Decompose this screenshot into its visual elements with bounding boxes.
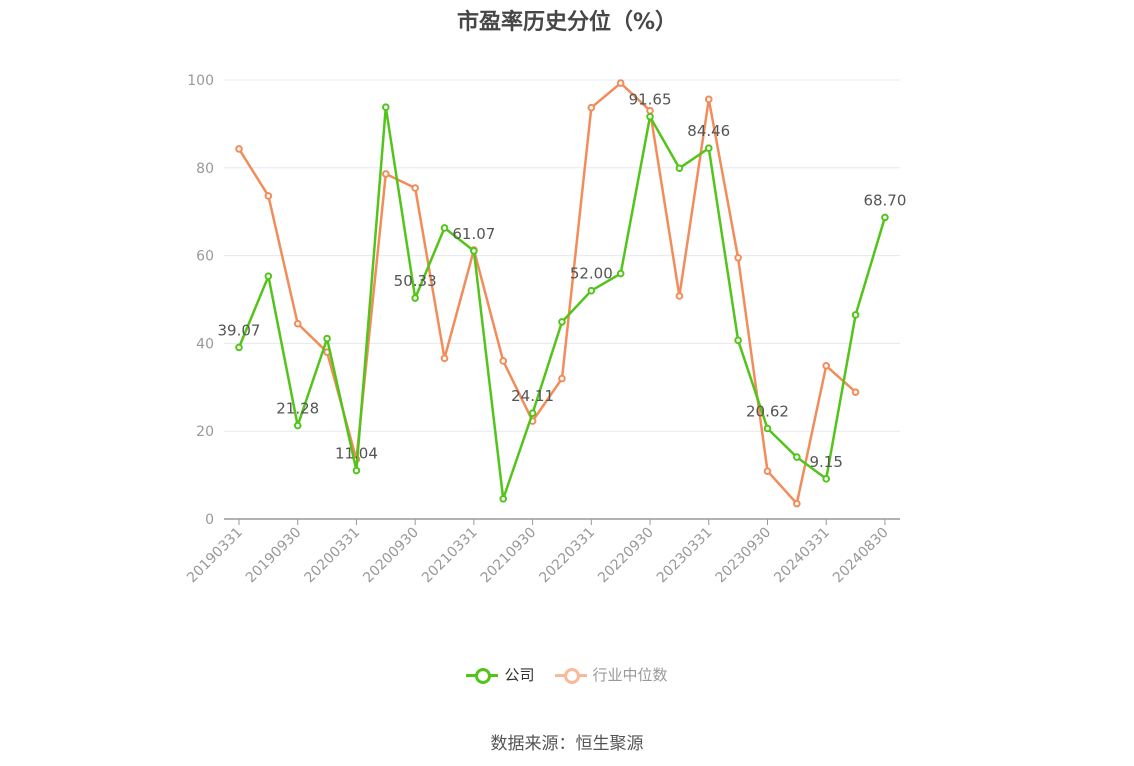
series-1-point-20231231: [793, 499, 801, 508]
series-1-point-20230630: [734, 253, 742, 262]
series-0-point-20201231: [440, 224, 449, 232]
series-1-point-20190930: [293, 319, 302, 328]
data-label-20190331: 39.07: [218, 321, 261, 339]
series-0-point-20220930: [646, 112, 654, 121]
data-label-20190930: 21.28: [276, 400, 319, 418]
x-tick-label-20240331: 20240331: [771, 525, 833, 587]
series-1-point-20230331: [704, 95, 713, 104]
series-1-point-20190331: [235, 145, 243, 153]
series-0-point-20240331: [822, 475, 831, 483]
series-1-point-20240630: [851, 388, 860, 396]
x-tick-label-20220930: 20220930: [595, 525, 657, 587]
x-tick-label-20200930: 20200930: [360, 525, 422, 587]
data-label-20230331: 84.46: [687, 122, 730, 140]
data-label-20220331: 52.00: [570, 265, 613, 283]
x-tick-label-20210930: 20210930: [478, 525, 540, 587]
data-label-20200930: 50.33: [394, 272, 437, 290]
data-source: 数据来源：恒生聚源: [490, 734, 644, 754]
series-0-point-20231231: [793, 453, 801, 461]
legend-label-industry-median: 行业中位数: [592, 666, 668, 684]
series-0-point-20210630: [499, 495, 508, 503]
y-tick-label-80: 80: [196, 161, 214, 177]
series-0-point-20230630: [734, 336, 742, 345]
legend-swatch-company: [466, 667, 499, 684]
series-0-point-20230930: [763, 424, 772, 433]
series-0-point-20200930: [411, 294, 419, 302]
data-label-layer: 39.07 21.28 11.04 50.33 61.07 24.11 52.00 91.65…: [218, 91, 907, 471]
data-label-20210930: 24.11: [511, 387, 554, 405]
series-0-point-20190930: [293, 421, 302, 430]
series-line-1: [237, 81, 857, 505]
x-tick-label-20190930: 20190930: [243, 525, 305, 587]
series-line-0: [237, 105, 887, 501]
x-tick-label-20230930: 20230930: [713, 525, 775, 587]
x-tick-label-20190331: 20190331: [184, 525, 246, 587]
x-tick-label-20240830: 20240830: [830, 525, 892, 587]
x-tick-label-20230331: 20230331: [654, 525, 716, 587]
series-0-point-20240830: [881, 213, 889, 222]
series-0-point-20210930: [528, 409, 537, 417]
series-0-point-20211231: [558, 318, 566, 326]
x-tick-label-20220331: 20220331: [536, 525, 598, 587]
series-1-point-20230930: [763, 467, 772, 475]
data-label-20240331: 9.15: [809, 453, 842, 471]
series-1-point-20190630: [264, 192, 273, 200]
series-0-point-20200331: [352, 466, 361, 475]
y-tick-label-100: 100: [187, 73, 214, 89]
y-tick-label-20: 20: [196, 424, 214, 440]
legend-label-company: 公司: [504, 666, 535, 684]
series-1-point-20201231: [440, 354, 449, 363]
chart-title: 市盈率历史分位（%）: [456, 10, 678, 35]
series-0-point-20191231: [323, 334, 331, 343]
data-label-20210331: 61.07: [452, 225, 495, 243]
data-label-20220930: 91.65: [629, 91, 672, 109]
series-0-point-20210331: [470, 247, 478, 255]
legend-item-industry-median[interactable]: 行业中位数: [554, 664, 668, 685]
series-1-point-20210630: [499, 357, 508, 365]
y-tick-label-60: 60: [196, 249, 214, 265]
series-0-point-20240630: [851, 311, 860, 319]
series-0-point-20230331: [704, 144, 713, 153]
series-0-point-20200630: [382, 103, 390, 112]
series-0-point-20221231: [675, 164, 684, 173]
y-tick-label-0: 0: [205, 512, 214, 528]
series-1-point-20220630: [616, 79, 625, 87]
series-1-point-20220930: [646, 106, 654, 115]
x-tick-label-20210331: 20210331: [419, 525, 481, 587]
series-layer: [235, 79, 889, 508]
x-tick-label-20200331: 20200331: [302, 525, 364, 587]
series-1-point-20221231: [675, 292, 684, 300]
data-label-20230930: 20.62: [746, 402, 789, 420]
data-label-20200331: 11.04: [335, 445, 378, 463]
legend: 公司 行业中位数: [0, 664, 1134, 685]
series-1-point-20240331: [822, 361, 831, 370]
y-tick-label-40: 40: [196, 336, 214, 352]
data-label-20240830: 68.70: [863, 191, 906, 209]
legend-item-company[interactable]: 公司: [466, 664, 535, 685]
series-0-point-20220331: [587, 286, 596, 295]
grid-layer: [224, 79, 900, 432]
series-0-point-20190331: [235, 343, 243, 352]
legend-swatch-industry-median: [554, 667, 587, 684]
axis-layer: 0 20 40 60 80 100 2019033120190930202003312020…: [184, 73, 900, 586]
series-1-point-20211231: [558, 374, 566, 383]
series-1-point-20200630: [382, 170, 390, 178]
series-0-point-20220630: [616, 269, 625, 278]
series-1-point-20200930: [411, 184, 419, 192]
series-1-point-20220331: [587, 103, 596, 112]
series-0-point-20190630: [264, 272, 273, 281]
